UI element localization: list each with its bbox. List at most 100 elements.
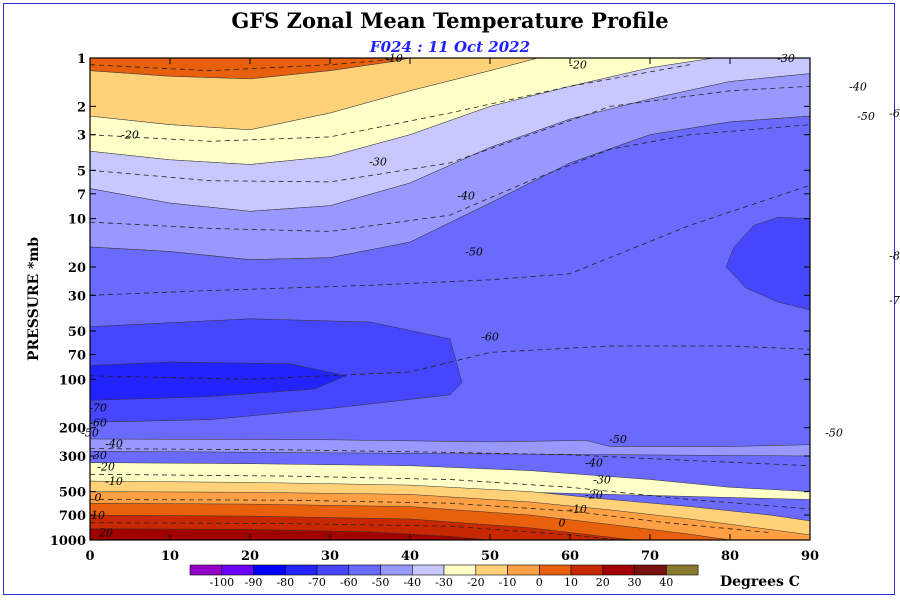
legend-level-label: 10 — [564, 576, 578, 589]
contour-label: 0 — [559, 517, 566, 530]
contour-label: -50 — [465, 246, 483, 259]
x-tick-label: 60 — [561, 549, 579, 564]
dashed-contour-6 — [90, 448, 810, 467]
contour-label: 0 — [95, 491, 102, 504]
dashed-contour-4 — [90, 184, 810, 296]
contour-label: -30 — [89, 449, 107, 462]
axes: 0 10 20 30 40 50 60 70 80 90123571020305070100200… — [50, 52, 819, 564]
legend-swatch — [411, 564, 445, 576]
y-tick-label: 700 — [59, 509, 86, 524]
x-tick-label: 20 — [241, 549, 259, 564]
y-tick-label: 2 — [77, 100, 86, 115]
y-tick-label: 300 — [59, 450, 86, 465]
y-tick-label: 70 — [68, 348, 86, 363]
legend-level-label: -40 — [403, 576, 421, 589]
legend-level-label: -80 — [276, 576, 294, 589]
contour-label: -70 — [889, 294, 900, 307]
legend-level-label: -10 — [499, 576, 517, 589]
legend-swatch — [380, 564, 413, 576]
legend-level-label: -60 — [340, 576, 358, 589]
y-tick-label: 10 — [68, 213, 86, 228]
contour-label: -40 — [849, 80, 867, 93]
contour-label: -80 — [889, 250, 900, 263]
x-tick-label: 0 — [85, 549, 94, 564]
legend-level-label: 40 — [659, 576, 673, 589]
temperature-band-5 — [90, 115, 810, 540]
legend-swatch — [253, 564, 286, 576]
legend-swatch — [665, 564, 699, 576]
legend-level-label: -20 — [467, 576, 485, 589]
dashed-contour-1 — [90, 64, 691, 142]
contour-label: 20 — [98, 527, 113, 540]
x-tick-label: 40 — [401, 549, 419, 564]
temperature-band-9 — [90, 438, 810, 457]
temperature-band-8 — [725, 217, 810, 311]
contour-label: -60 — [481, 330, 499, 343]
contour-label: -60 — [89, 416, 107, 429]
y-tick-label: 1 — [77, 52, 86, 67]
contour-label: -40 — [585, 457, 603, 470]
x-tick-label: 80 — [721, 549, 739, 564]
contour-lines — [90, 58, 810, 540]
contour-label: -30 — [369, 155, 387, 168]
plot-area — [90, 58, 810, 540]
contour-label: -50 — [825, 427, 843, 440]
contour-label: -50 — [609, 433, 627, 446]
dashed-contour-2 — [90, 85, 810, 183]
legend-swatch — [284, 564, 318, 576]
contour-label: -40 — [457, 190, 475, 203]
legend-unit-label: Degrees C — [720, 574, 800, 590]
chart-subtitle: F024 : 11 Oct 2022 — [369, 38, 531, 56]
y-tick-label: 100 — [59, 373, 86, 388]
contour-label: -70 — [89, 402, 107, 415]
legend-swatch — [570, 564, 604, 576]
y-tick-label: 1000 — [50, 534, 86, 549]
legend-swatch — [348, 564, 381, 576]
y-tick-label: 50 — [68, 325, 86, 340]
legend-swatch — [507, 564, 540, 576]
legend-level-label: 20 — [596, 576, 610, 589]
x-tick-label: 30 — [321, 549, 339, 564]
x-tick-label: 70 — [641, 549, 659, 564]
dashed-contour-8 — [90, 499, 771, 533]
dashed-contour-7 — [90, 473, 810, 510]
legend-level-label: -100 — [209, 576, 234, 589]
temperature-band-15 — [90, 528, 491, 540]
legend-level-label: -70 — [308, 576, 326, 589]
legend-level-label: 30 — [628, 576, 642, 589]
legend-swatch — [443, 564, 477, 576]
legend-level-label: 0 — [536, 576, 543, 589]
contour-label: -50 — [857, 110, 875, 123]
dashed-contour-9 — [90, 522, 619, 540]
contour-label: -10 — [569, 503, 587, 516]
legend-swatch — [221, 564, 254, 576]
contour-label: -20 — [121, 129, 139, 142]
legend-swatch — [475, 564, 508, 576]
y-tick-label: 500 — [59, 486, 86, 501]
y-tick-label: 20 — [68, 261, 86, 276]
temperature-band-7 — [90, 361, 347, 401]
legend-level-label: -90 — [245, 576, 263, 589]
x-tick-label: 90 — [801, 549, 819, 564]
contour-label: -60 — [889, 107, 900, 120]
y-axis-label: PRESSURE *mb — [26, 237, 42, 361]
contour-label: -20 — [585, 488, 603, 501]
legend-swatch — [602, 564, 635, 576]
legend-level-label: -50 — [372, 576, 390, 589]
legend-level-label: -30 — [435, 576, 453, 589]
plot-border — [89, 57, 811, 541]
legend: -100 -90 -80 -70 -60 -50 -40 -30 -20 -10 0 10 20 30 40… — [189, 564, 800, 590]
contour-label: -10 — [105, 475, 123, 488]
contour-label: -30 — [593, 474, 611, 487]
contour-label: -40 — [105, 437, 123, 450]
dashed-contour-0 — [90, 58, 411, 72]
contour-label: -20 — [97, 461, 115, 474]
chart-title: GFS Zonal Mean Temperature Profile — [231, 8, 669, 33]
legend-swatch — [538, 564, 572, 576]
y-tick-label: 3 — [77, 129, 86, 144]
legend-swatch — [634, 564, 667, 576]
x-tick-label: 50 — [481, 549, 499, 564]
legend-swatch — [189, 564, 223, 576]
dashed-contour-5 — [90, 345, 810, 380]
